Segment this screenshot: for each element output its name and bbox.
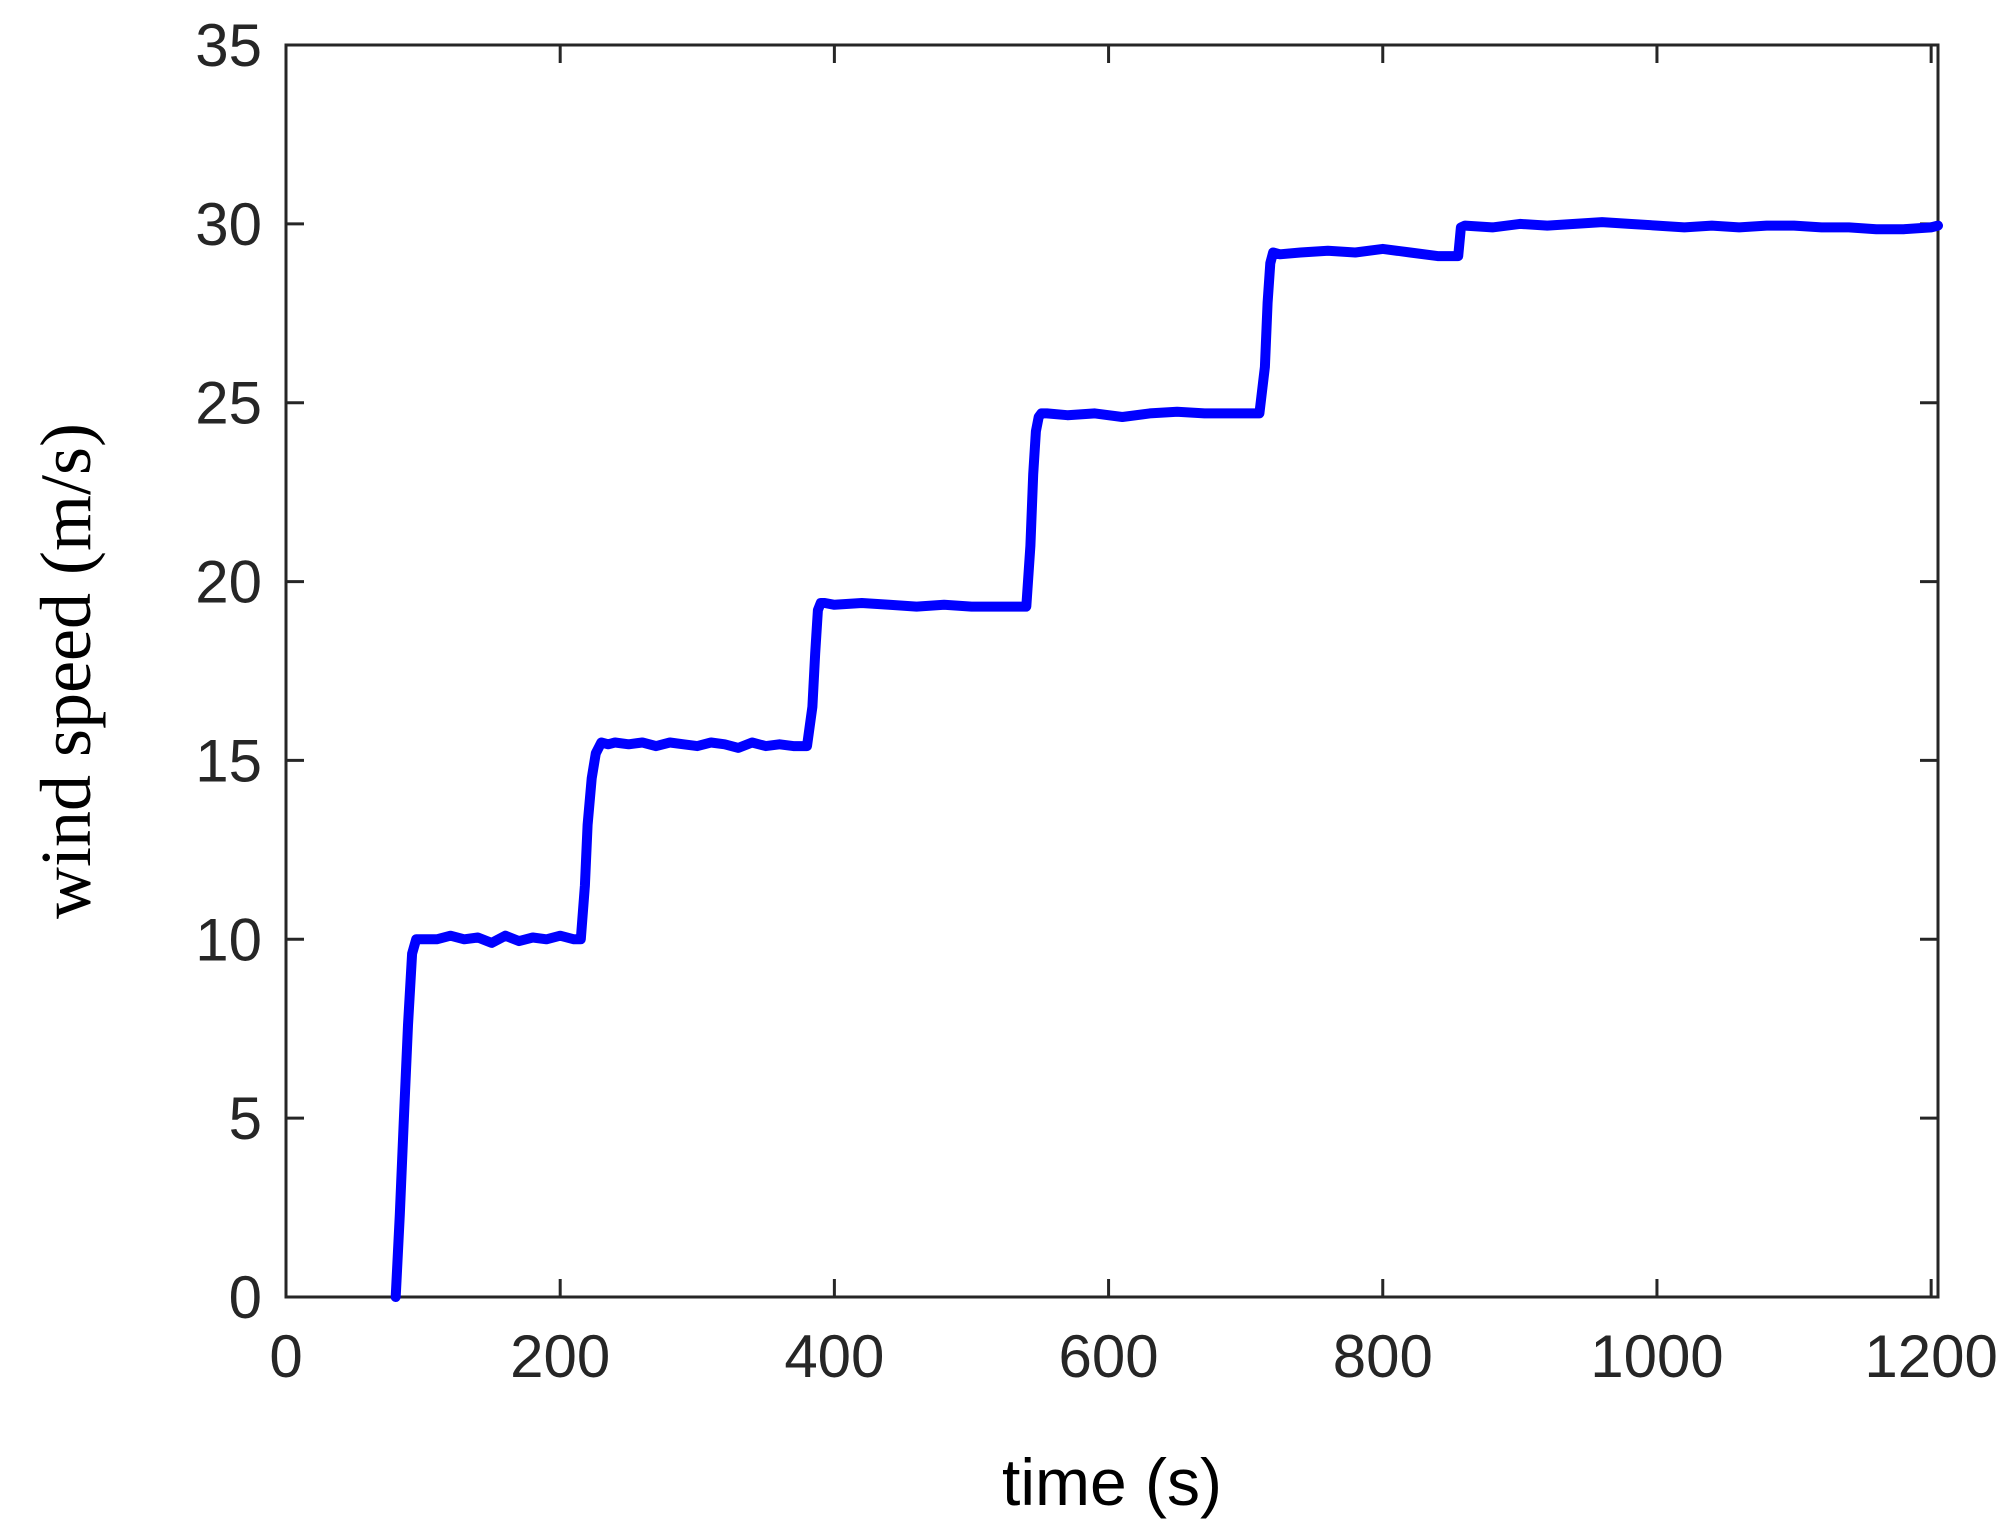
y-axis-title: wind speed (m/s) [26,423,106,919]
y-tick-label: 30 [195,191,262,258]
y-tick-label: 20 [195,549,262,616]
y-tick-label: 35 [195,12,262,79]
y-tick-label: 15 [195,727,262,794]
x-tick-label: 200 [510,1323,610,1390]
series-layer [390,217,1943,1302]
y-tick-label: 0 [229,1264,262,1331]
y-tick-label: 10 [195,906,262,973]
x-tick-label: 600 [1059,1323,1159,1390]
y-tick-labels: 0 5 10 15 20 25 30 35 [195,12,262,1331]
x-axis-title: time (s) [1002,1445,1222,1519]
x-tick-label: 800 [1333,1323,1433,1390]
y-tick-label: 5 [229,1085,262,1152]
y-tick-label: 25 [195,370,262,437]
tick-marks [284,43,1938,1299]
plot-frame [284,43,1940,1299]
x-tick-labels: 0 200 400 600 800 1000 1200 [269,1323,1998,1390]
x-tick-label: 400 [784,1323,884,1390]
x-tick-label: 1000 [1590,1323,1723,1390]
x-tick-label: 1200 [1864,1323,1997,1390]
series-line-0 [390,217,1943,1302]
x-tick-label: 0 [269,1323,302,1390]
